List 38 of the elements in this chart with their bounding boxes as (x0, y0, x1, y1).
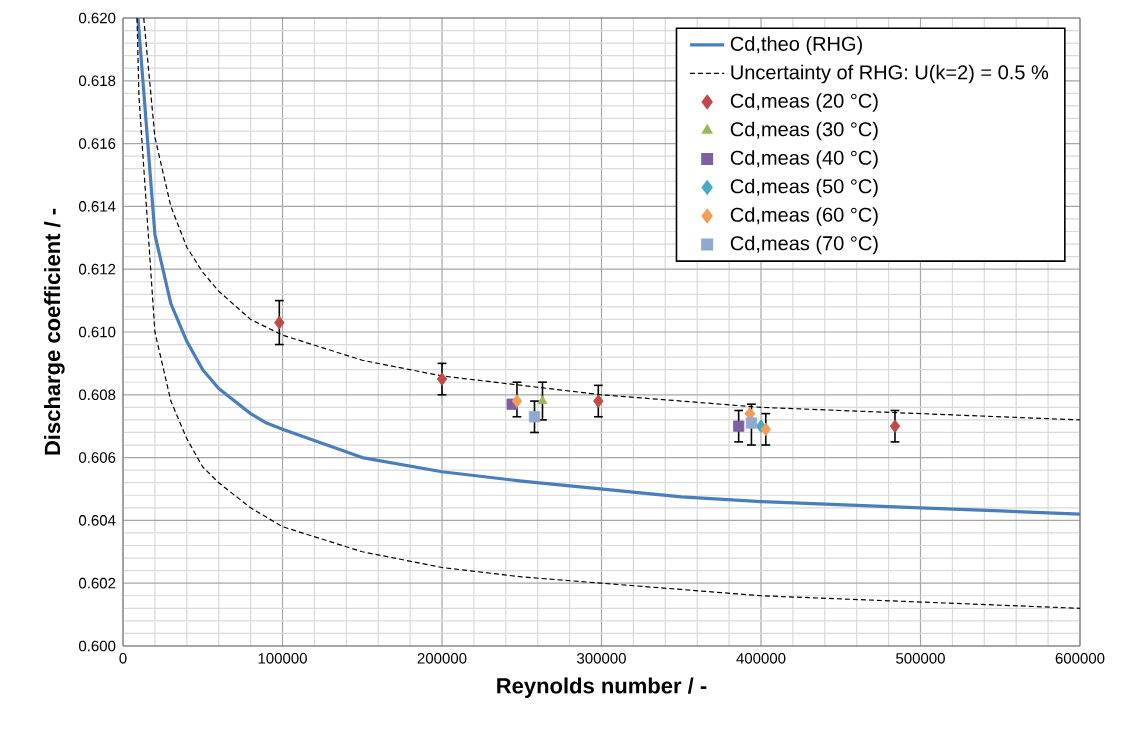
point (528, 411, 541, 423)
y-axis-title: Discharge coefficient / - (44, 208, 65, 455)
y-tick-label: 0.612 (79, 263, 116, 275)
x-tick-label: 200000 (417, 653, 467, 664)
y-tick-label: 0.600 (79, 640, 116, 652)
point (745, 417, 758, 429)
point (274, 315, 285, 330)
legend-label: Cd,meas (40 °C) (730, 150, 878, 169)
point (760, 422, 771, 437)
point (733, 420, 745, 432)
point (537, 395, 548, 405)
y-tick-label: 0.614 (79, 201, 116, 212)
legend-label: Cd,meas (60 °C) (730, 207, 878, 226)
y-tick-label: 0.610 (79, 326, 116, 338)
legend-label: Cd,theo (RHG) (730, 36, 862, 55)
x-tick-label: 600000 (1055, 653, 1105, 664)
y-tick-label: 0.608 (79, 389, 116, 401)
legend-label: Cd,meas (50 °C) (730, 178, 878, 198)
point (889, 419, 901, 433)
legend-label: Cd,meas (30 °C) (730, 121, 878, 141)
y-tick-label: 0.620 (79, 12, 116, 24)
x-tick-label: 500000 (896, 653, 945, 664)
y-tick-label: 0.618 (79, 75, 116, 87)
y-tick-label: 0.616 (79, 138, 116, 149)
x-tick-label: 100000 (258, 653, 307, 664)
point (511, 394, 523, 408)
x-tick-label: 0 (119, 653, 127, 664)
y-tick-label: 0.606 (79, 452, 116, 463)
legend-label: Cd,meas (70 °C) (730, 235, 878, 255)
x-tick-label: 300000 (577, 653, 626, 664)
y-tick-label: 0.604 (79, 515, 116, 526)
legend-label: Uncertainty of RHG: U(k=2) = 0.5 % (731, 64, 1049, 84)
legend-label: Cd,meas (20 °C) (730, 93, 878, 112)
y-tick-label: 0.602 (79, 577, 116, 589)
x-tick-label: 400000 (736, 653, 786, 664)
point (593, 394, 604, 408)
point (436, 372, 448, 386)
x-axis-title: Reynolds number / - (497, 677, 707, 698)
